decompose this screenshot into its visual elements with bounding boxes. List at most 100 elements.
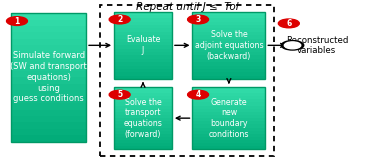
Bar	[192, 66, 265, 69]
Bar	[114, 131, 172, 134]
Bar	[114, 59, 172, 62]
Bar	[114, 134, 172, 137]
Bar	[192, 12, 265, 79]
Bar	[192, 118, 265, 121]
Bar	[11, 39, 86, 45]
Bar	[11, 45, 86, 52]
Bar	[114, 12, 172, 79]
Bar	[114, 12, 172, 15]
Bar	[100, 5, 274, 156]
Bar	[11, 103, 86, 109]
Bar	[114, 137, 172, 140]
Bar	[11, 52, 86, 58]
Text: Solve the
adjoint equations
(backward): Solve the adjoint equations (backward)	[195, 30, 263, 61]
Text: Generate
new
boundary
conditions: Generate new boundary conditions	[209, 97, 249, 139]
Bar	[11, 97, 86, 103]
Bar	[192, 59, 265, 62]
Bar	[114, 32, 172, 35]
Bar	[114, 42, 172, 45]
Bar	[114, 45, 172, 49]
Bar	[192, 15, 265, 18]
Bar	[114, 143, 172, 146]
Bar	[11, 77, 86, 84]
Bar	[114, 99, 172, 103]
Bar	[192, 76, 265, 79]
Text: 3: 3	[195, 15, 201, 24]
Bar	[192, 124, 265, 128]
Bar	[11, 13, 86, 20]
Circle shape	[187, 90, 209, 99]
Bar	[114, 140, 172, 143]
Text: Solve the
transport
equations
(forward): Solve the transport equations (forward)	[124, 97, 163, 139]
Bar	[192, 131, 265, 134]
Text: Evaluate
J: Evaluate J	[126, 35, 160, 55]
Text: Simulate forward
(SW and transport
equations)
using
guess conditions: Simulate forward (SW and transport equat…	[10, 52, 87, 103]
Bar	[192, 28, 265, 32]
Bar	[192, 134, 265, 137]
Bar	[11, 26, 86, 33]
Text: 6: 6	[286, 19, 291, 28]
Bar	[114, 35, 172, 39]
Text: 2: 2	[117, 15, 122, 24]
Bar	[11, 71, 86, 77]
Circle shape	[6, 17, 28, 25]
Circle shape	[109, 90, 130, 99]
Bar	[114, 96, 172, 99]
Bar	[11, 129, 86, 135]
Bar	[11, 116, 86, 122]
Bar	[114, 49, 172, 52]
Bar	[192, 106, 265, 109]
Bar	[192, 69, 265, 72]
Bar	[114, 90, 172, 93]
Bar	[114, 106, 172, 109]
Bar	[11, 65, 86, 71]
Circle shape	[187, 15, 209, 24]
Bar	[11, 122, 86, 129]
Bar	[114, 118, 172, 121]
Bar	[11, 33, 86, 39]
Bar	[192, 99, 265, 103]
Bar	[11, 13, 86, 142]
Bar	[192, 52, 265, 55]
Bar	[114, 146, 172, 149]
Text: Reconstructed
variables: Reconstructed variables	[286, 36, 348, 55]
Bar	[192, 12, 265, 15]
Bar	[114, 15, 172, 18]
Bar	[11, 109, 86, 116]
Bar	[11, 84, 86, 90]
Bar	[192, 112, 265, 115]
Bar	[192, 137, 265, 140]
Bar	[114, 72, 172, 76]
Bar	[192, 121, 265, 124]
Bar	[114, 87, 172, 90]
Bar	[192, 87, 265, 90]
Bar	[192, 18, 265, 22]
Bar	[11, 135, 86, 142]
Bar	[114, 121, 172, 124]
Bar	[114, 128, 172, 131]
Bar	[192, 42, 265, 45]
Text: Repeat until J ≤  Tol: Repeat until J ≤ Tol	[136, 2, 238, 12]
Bar	[192, 45, 265, 49]
Bar	[114, 87, 172, 149]
Bar	[114, 76, 172, 79]
Bar	[192, 87, 265, 149]
Bar	[192, 49, 265, 52]
Circle shape	[278, 19, 299, 28]
Bar	[192, 103, 265, 106]
Bar	[192, 128, 265, 131]
Bar	[192, 72, 265, 76]
Bar	[114, 115, 172, 118]
Bar	[114, 55, 172, 59]
Text: 1: 1	[14, 17, 20, 26]
Bar	[11, 20, 86, 26]
Circle shape	[281, 41, 304, 50]
Bar	[192, 55, 265, 59]
Bar	[192, 109, 265, 112]
Bar	[192, 146, 265, 149]
Bar	[114, 93, 172, 96]
Bar	[192, 39, 265, 42]
Text: 5: 5	[117, 90, 122, 99]
Circle shape	[109, 15, 130, 24]
Bar	[114, 124, 172, 128]
